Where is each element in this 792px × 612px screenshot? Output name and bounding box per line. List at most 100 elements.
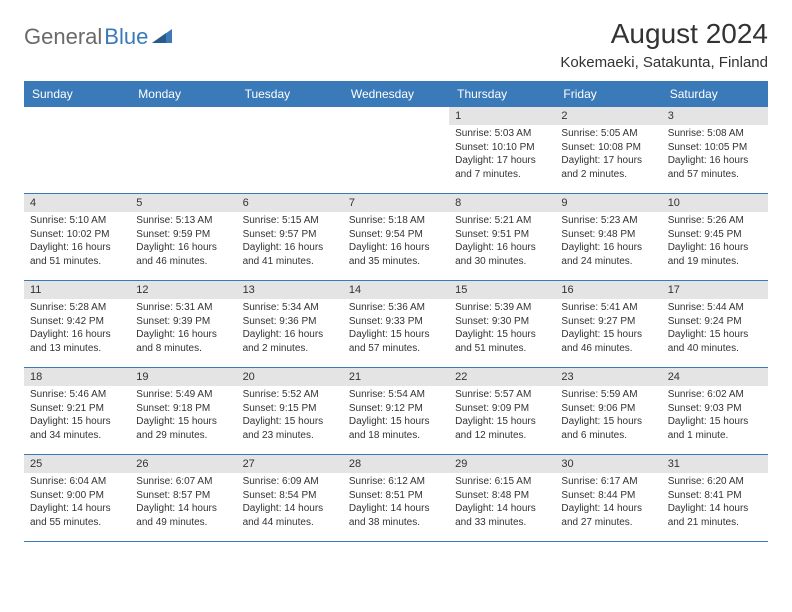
sunset-text: Sunset: 10:02 PM: [30, 228, 124, 242]
day-details: Sunrise: 5:34 AMSunset: 9:36 PMDaylight:…: [237, 299, 343, 359]
sunrise-text: Sunrise: 5:49 AM: [136, 388, 230, 402]
sunrise-text: Sunrise: 5:28 AM: [30, 301, 124, 315]
day-cell: 4Sunrise: 5:10 AMSunset: 10:02 PMDayligh…: [24, 194, 130, 280]
sunset-text: Sunset: 8:51 PM: [349, 489, 443, 503]
day-details: Sunrise: 5:44 AMSunset: 9:24 PMDaylight:…: [662, 299, 768, 359]
day-details: Sunrise: 5:46 AMSunset: 9:21 PMDaylight:…: [24, 386, 130, 446]
daylight-text: Daylight: 15 hours and 29 minutes.: [136, 415, 230, 442]
daylight-text: Daylight: 16 hours and 57 minutes.: [668, 154, 762, 181]
month-title: August 2024: [560, 18, 768, 50]
day-cell: 20Sunrise: 5:52 AMSunset: 9:15 PMDayligh…: [237, 368, 343, 454]
day-details: Sunrise: 5:52 AMSunset: 9:15 PMDaylight:…: [237, 386, 343, 446]
sunset-text: Sunset: 9:30 PM: [455, 315, 549, 329]
sunset-text: Sunset: 8:48 PM: [455, 489, 549, 503]
day-number: 24: [662, 368, 768, 386]
sunrise-text: Sunrise: 5:34 AM: [243, 301, 337, 315]
sunset-text: Sunset: 8:44 PM: [561, 489, 655, 503]
day-cell: 5Sunrise: 5:13 AMSunset: 9:59 PMDaylight…: [130, 194, 236, 280]
day-number: 17: [662, 281, 768, 299]
day-details: Sunrise: 5:26 AMSunset: 9:45 PMDaylight:…: [662, 212, 768, 272]
day-number: 3: [662, 107, 768, 125]
day-cell: 31Sunrise: 6:20 AMSunset: 8:41 PMDayligh…: [662, 455, 768, 541]
daylight-text: Daylight: 17 hours and 2 minutes.: [561, 154, 655, 181]
sunset-text: Sunset: 10:10 PM: [455, 141, 549, 155]
calendar-page: GeneralBlue August 2024 Kokemaeki, Satak…: [0, 0, 792, 560]
day-number: 6: [237, 194, 343, 212]
sunrise-text: Sunrise: 5:15 AM: [243, 214, 337, 228]
day-number: 20: [237, 368, 343, 386]
day-cell: 17Sunrise: 5:44 AMSunset: 9:24 PMDayligh…: [662, 281, 768, 367]
sunrise-text: Sunrise: 5:57 AM: [455, 388, 549, 402]
sunset-text: Sunset: 9:48 PM: [561, 228, 655, 242]
day-cell: 15Sunrise: 5:39 AMSunset: 9:30 PMDayligh…: [449, 281, 555, 367]
daylight-text: Daylight: 16 hours and 41 minutes.: [243, 241, 337, 268]
day-details: Sunrise: 5:41 AMSunset: 9:27 PMDaylight:…: [555, 299, 661, 359]
sunrise-text: Sunrise: 5:18 AM: [349, 214, 443, 228]
daylight-text: Daylight: 16 hours and 2 minutes.: [243, 328, 337, 355]
day-cell: 6 Sunrise: 5:15 AMSunset: 9:57 PMDaylight…: [237, 194, 343, 280]
sunset-text: Sunset: 9:27 PM: [561, 315, 655, 329]
sunrise-text: Sunrise: 6:17 AM: [561, 475, 655, 489]
day-details: Sunrise: 5:54 AMSunset: 9:12 PMDaylight:…: [343, 386, 449, 446]
sunrise-text: Sunrise: 6:04 AM: [30, 475, 124, 489]
sunrise-text: Sunrise: 5:36 AM: [349, 301, 443, 315]
day-header: Saturday: [662, 81, 768, 107]
sunrise-text: Sunrise: 5:44 AM: [668, 301, 762, 315]
day-details: Sunrise: 5:23 AMSunset: 9:48 PMDaylight:…: [555, 212, 661, 272]
calendar-grid: SundayMondayTuesdayWednesdayThursdayFrid…: [24, 81, 768, 542]
sunset-text: Sunset: 9:45 PM: [668, 228, 762, 242]
daylight-text: Daylight: 15 hours and 23 minutes.: [243, 415, 337, 442]
title-block: August 2024 Kokemaeki, Satakunta, Finlan…: [560, 18, 768, 71]
day-details: Sunrise: 6:04 AMSunset: 9:00 PMDaylight:…: [24, 473, 130, 533]
day-details: Sunrise: 5:21 AMSunset: 9:51 PMDaylight:…: [449, 212, 555, 272]
day-number: 14: [343, 281, 449, 299]
daylight-text: Daylight: 14 hours and 44 minutes.: [243, 502, 337, 529]
day-header: Monday: [130, 81, 236, 107]
day-cell: 18Sunrise: 5:46 AMSunset: 9:21 PMDayligh…: [24, 368, 130, 454]
day-number: 1: [449, 107, 555, 125]
day-cell: 22Sunrise: 5:57 AMSunset: 9:09 PMDayligh…: [449, 368, 555, 454]
day-cell: 29Sunrise: 6:15 AMSunset: 8:48 PMDayligh…: [449, 455, 555, 541]
day-details: Sunrise: 5:28 AMSunset: 9:42 PMDaylight:…: [24, 299, 130, 359]
daylight-text: Daylight: 14 hours and 27 minutes.: [561, 502, 655, 529]
day-cell: 30Sunrise: 6:17 AMSunset: 8:44 PMDayligh…: [555, 455, 661, 541]
sunset-text: Sunset: 9:42 PM: [30, 315, 124, 329]
sunrise-text: Sunrise: 5:10 AM: [30, 214, 124, 228]
day-cell: 23Sunrise: 5:59 AMSunset: 9:06 PMDayligh…: [555, 368, 661, 454]
logo-text-blue: Blue: [104, 24, 148, 50]
sunrise-text: Sunrise: 5:23 AM: [561, 214, 655, 228]
day-number: [24, 107, 130, 125]
day-number: 7: [343, 194, 449, 212]
day-cell: 1 Sunrise: 5:03 AMSunset: 10:10 PMDayligh…: [449, 107, 555, 193]
daylight-text: Daylight: 15 hours and 18 minutes.: [349, 415, 443, 442]
logo: GeneralBlue: [24, 24, 172, 50]
day-details: Sunrise: 5:49 AMSunset: 9:18 PMDaylight:…: [130, 386, 236, 446]
day-header: Tuesday: [237, 81, 343, 107]
sunrise-text: Sunrise: 5:08 AM: [668, 127, 762, 141]
sunrise-text: Sunrise: 5:03 AM: [455, 127, 549, 141]
day-number: 5: [130, 194, 236, 212]
daylight-text: Daylight: 15 hours and 57 minutes.: [349, 328, 443, 355]
day-cell: 8Sunrise: 5:21 AMSunset: 9:51 PMDaylight…: [449, 194, 555, 280]
sunset-text: Sunset: 9:00 PM: [30, 489, 124, 503]
day-number: 16: [555, 281, 661, 299]
day-details: Sunrise: 6:12 AMSunset: 8:51 PMDaylight:…: [343, 473, 449, 533]
day-number: 22: [449, 368, 555, 386]
daylight-text: Daylight: 14 hours and 55 minutes.: [30, 502, 124, 529]
daylight-text: Daylight: 16 hours and 30 minutes.: [455, 241, 549, 268]
day-details: Sunrise: 5:39 AMSunset: 9:30 PMDaylight:…: [449, 299, 555, 359]
day-cell: 13Sunrise: 5:34 AMSunset: 9:36 PMDayligh…: [237, 281, 343, 367]
sunset-text: Sunset: 10:05 PM: [668, 141, 762, 155]
day-details: Sunrise: 5:10 AMSunset: 10:02 PMDaylight…: [24, 212, 130, 272]
week-row: 11Sunrise: 5:28 AMSunset: 9:42 PMDayligh…: [24, 281, 768, 368]
sunrise-text: Sunrise: 5:13 AM: [136, 214, 230, 228]
sunset-text: Sunset: 9:57 PM: [243, 228, 337, 242]
week-row: 18Sunrise: 5:46 AMSunset: 9:21 PMDayligh…: [24, 368, 768, 455]
daylight-text: Daylight: 17 hours and 7 minutes.: [455, 154, 549, 181]
empty-day-cell: [237, 107, 343, 193]
sunset-text: Sunset: 9:51 PM: [455, 228, 549, 242]
week-row: 1Sunrise: 5:03 AMSunset: 10:10 PMDayligh…: [24, 107, 768, 194]
day-number: [237, 107, 343, 125]
sunrise-text: Sunrise: 5:54 AM: [349, 388, 443, 402]
day-cell: 12Sunrise: 5:31 AMSunset: 9:39 PMDayligh…: [130, 281, 236, 367]
